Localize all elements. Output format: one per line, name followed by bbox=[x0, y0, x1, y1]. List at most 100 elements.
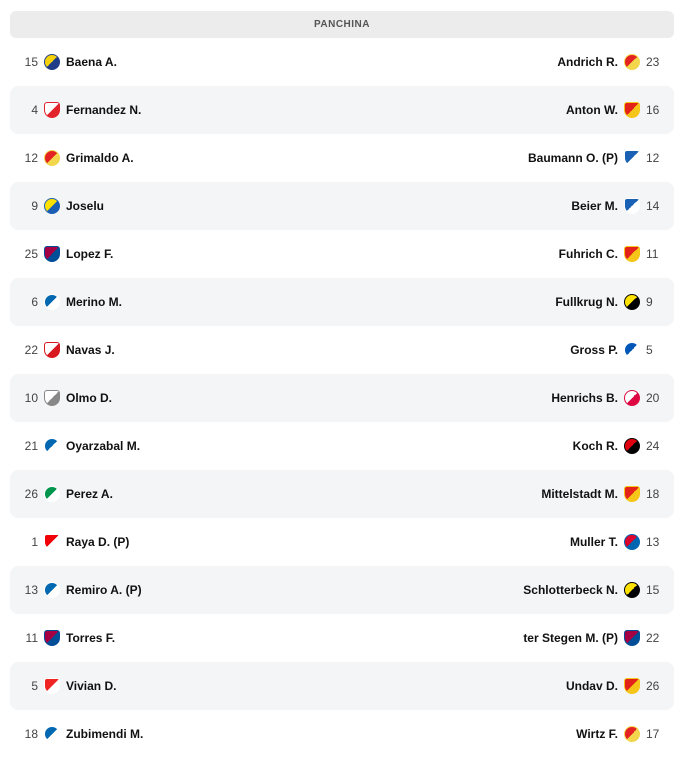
player-name: Koch R. bbox=[572, 439, 618, 453]
shirt-number: 24 bbox=[646, 439, 660, 453]
player-name: Undav D. bbox=[565, 679, 618, 693]
bench-row: 6 Merino M. Fullkrug N. 9 bbox=[10, 278, 674, 326]
player-name: Fullkrug N. bbox=[555, 295, 618, 309]
player-name: Baena A. bbox=[66, 55, 117, 69]
shirt-number: 11 bbox=[25, 631, 38, 645]
shirt-number: 22 bbox=[646, 631, 660, 645]
shirt-number: 14 bbox=[646, 199, 660, 213]
home-player[interactable]: 26 Perez A. bbox=[10, 486, 113, 502]
hoffenheim-crest-icon bbox=[624, 150, 640, 166]
home-player[interactable]: 12 Grimaldo A. bbox=[10, 150, 134, 166]
player-name: Gross P. bbox=[570, 343, 618, 357]
bench-title: PANCHINA bbox=[313, 19, 371, 30]
away-player[interactable]: Koch R. 24 bbox=[573, 438, 674, 454]
real-sociedad-crest-icon bbox=[44, 726, 60, 742]
bench-row: 25 Lopez F. Fuhrich C. 11 bbox=[10, 230, 674, 278]
dortmund-crest-icon bbox=[624, 294, 640, 310]
player-name: Henrichs B. bbox=[551, 391, 618, 405]
home-player[interactable]: 11 Torres F. bbox=[10, 630, 115, 646]
home-player[interactable]: 9 Joselu bbox=[10, 198, 104, 214]
home-player[interactable]: 5 Vivian D. bbox=[10, 678, 116, 694]
away-player[interactable]: Mittelstadt M. 18 bbox=[541, 486, 674, 502]
real-sociedad-crest-icon bbox=[44, 294, 60, 310]
away-player[interactable]: Wirtz F. 17 bbox=[576, 726, 674, 742]
bench-row: 10 Olmo D. Henrichs B. 20 bbox=[10, 374, 674, 422]
villarreal-crest-icon bbox=[44, 54, 60, 70]
real-sociedad-crest-icon bbox=[44, 582, 60, 598]
home-player[interactable]: 15 Baena A. bbox=[10, 54, 117, 70]
away-player[interactable]: Baumann O. (P) 12 bbox=[528, 150, 674, 166]
away-player[interactable]: Undav D. 26 bbox=[566, 678, 674, 694]
away-player[interactable]: Fuhrich C. 11 bbox=[559, 246, 674, 262]
betis-crest-icon bbox=[44, 486, 60, 502]
shirt-number: 26 bbox=[24, 487, 38, 501]
real-sociedad-crest-icon bbox=[44, 438, 60, 454]
player-name: Zubimendi M. bbox=[66, 727, 144, 741]
away-player[interactable]: Anton W. 16 bbox=[566, 102, 674, 118]
home-player[interactable]: 6 Merino M. bbox=[10, 294, 122, 310]
barcelona-crest-icon bbox=[624, 630, 640, 646]
player-name: Mittelstadt M. bbox=[541, 487, 618, 501]
player-name: Raya D. (P) bbox=[66, 535, 130, 549]
shirt-number: 18 bbox=[24, 727, 38, 741]
home-player[interactable]: 10 Olmo D. bbox=[10, 390, 112, 406]
home-player[interactable]: 25 Lopez F. bbox=[10, 246, 113, 262]
home-player[interactable]: 21 Oyarzabal M. bbox=[10, 438, 140, 454]
shirt-number: 18 bbox=[646, 487, 660, 501]
shirt-number: 16 bbox=[646, 103, 660, 117]
away-player[interactable]: ter Stegen M. (P) 22 bbox=[523, 630, 674, 646]
home-player[interactable]: 18 Zubimendi M. bbox=[10, 726, 143, 742]
player-name: Schlotterbeck N. bbox=[523, 583, 618, 597]
bench-list: 15 Baena A. Andrich R. 23 4 Fernandez N. Anton… bbox=[10, 38, 674, 758]
away-player[interactable]: Fullkrug N. 9 bbox=[555, 294, 674, 310]
bench-row: 13 Remiro A. (P) Schlotterbeck N. 15 bbox=[10, 566, 674, 614]
barcelona-crest-icon bbox=[44, 246, 60, 262]
player-name: Fuhrich C. bbox=[558, 247, 618, 261]
bench-panel: PANCHINA 15 Baena A. Andrich R. 23 4 Fernande… bbox=[10, 11, 674, 758]
hoffenheim-crest-icon bbox=[624, 198, 640, 214]
shirt-number: 12 bbox=[24, 151, 38, 165]
generic-crest-icon bbox=[44, 390, 60, 406]
bench-row: 12 Grimaldo A. Baumann O. (P) 12 bbox=[10, 134, 674, 182]
player-name: Fernandez N. bbox=[66, 103, 142, 117]
bench-row: 26 Perez A. Mittelstadt M. 18 bbox=[10, 470, 674, 518]
away-player[interactable]: Schlotterbeck N. 15 bbox=[523, 582, 674, 598]
shirt-number: 6 bbox=[31, 295, 38, 309]
player-name: ter Stegen M. (P) bbox=[523, 631, 618, 645]
arsenal-crest-icon bbox=[44, 534, 60, 550]
player-name: Beier M. bbox=[571, 199, 618, 213]
shirt-number: 17 bbox=[646, 727, 660, 741]
away-player[interactable]: Muller T. 13 bbox=[570, 534, 674, 550]
leverkusen-crest-icon bbox=[624, 726, 640, 742]
shirt-number: 4 bbox=[31, 103, 38, 117]
bench-row: 9 Joselu Beier M. 14 bbox=[10, 182, 674, 230]
leipzig-crest-icon bbox=[624, 390, 640, 406]
away-player[interactable]: Beier M. 14 bbox=[571, 198, 674, 214]
player-name: Muller T. bbox=[569, 535, 618, 549]
bench-row: 1 Raya D. (P) Muller T. 13 bbox=[10, 518, 674, 566]
shirt-number: 5 bbox=[31, 679, 38, 693]
bench-row: 18 Zubimendi M. Wirtz F. 17 bbox=[10, 710, 674, 758]
las-palmas-crest-icon bbox=[44, 198, 60, 214]
home-player[interactable]: 1 Raya D. (P) bbox=[10, 534, 129, 550]
away-player[interactable]: Gross P. 5 bbox=[570, 342, 674, 358]
home-player[interactable]: 13 Remiro A. (P) bbox=[10, 582, 142, 598]
away-player[interactable]: Henrichs B. 20 bbox=[551, 390, 674, 406]
girona-crest-icon bbox=[44, 102, 60, 118]
frankfurt-crest-icon bbox=[624, 438, 640, 454]
home-player[interactable]: 22 Navas J. bbox=[10, 342, 115, 358]
shirt-number: 23 bbox=[646, 55, 660, 69]
athletic-crest-icon bbox=[44, 678, 60, 694]
bench-row: 22 Navas J. Gross P. 5 bbox=[10, 326, 674, 374]
player-name: Joselu bbox=[66, 199, 105, 213]
leverkusen-crest-icon bbox=[624, 54, 640, 70]
player-name: Torres F. bbox=[66, 631, 116, 645]
away-player[interactable]: Andrich R. 23 bbox=[557, 54, 674, 70]
player-name: Andrich R. bbox=[557, 55, 618, 69]
player-name: Grimaldo A. bbox=[66, 151, 134, 165]
shirt-number: 11 bbox=[646, 247, 659, 261]
shirt-number: 9 bbox=[31, 199, 38, 213]
home-player[interactable]: 4 Fernandez N. bbox=[10, 102, 141, 118]
stuttgart-crest-icon bbox=[624, 102, 640, 118]
player-name: Anton W. bbox=[566, 103, 618, 117]
